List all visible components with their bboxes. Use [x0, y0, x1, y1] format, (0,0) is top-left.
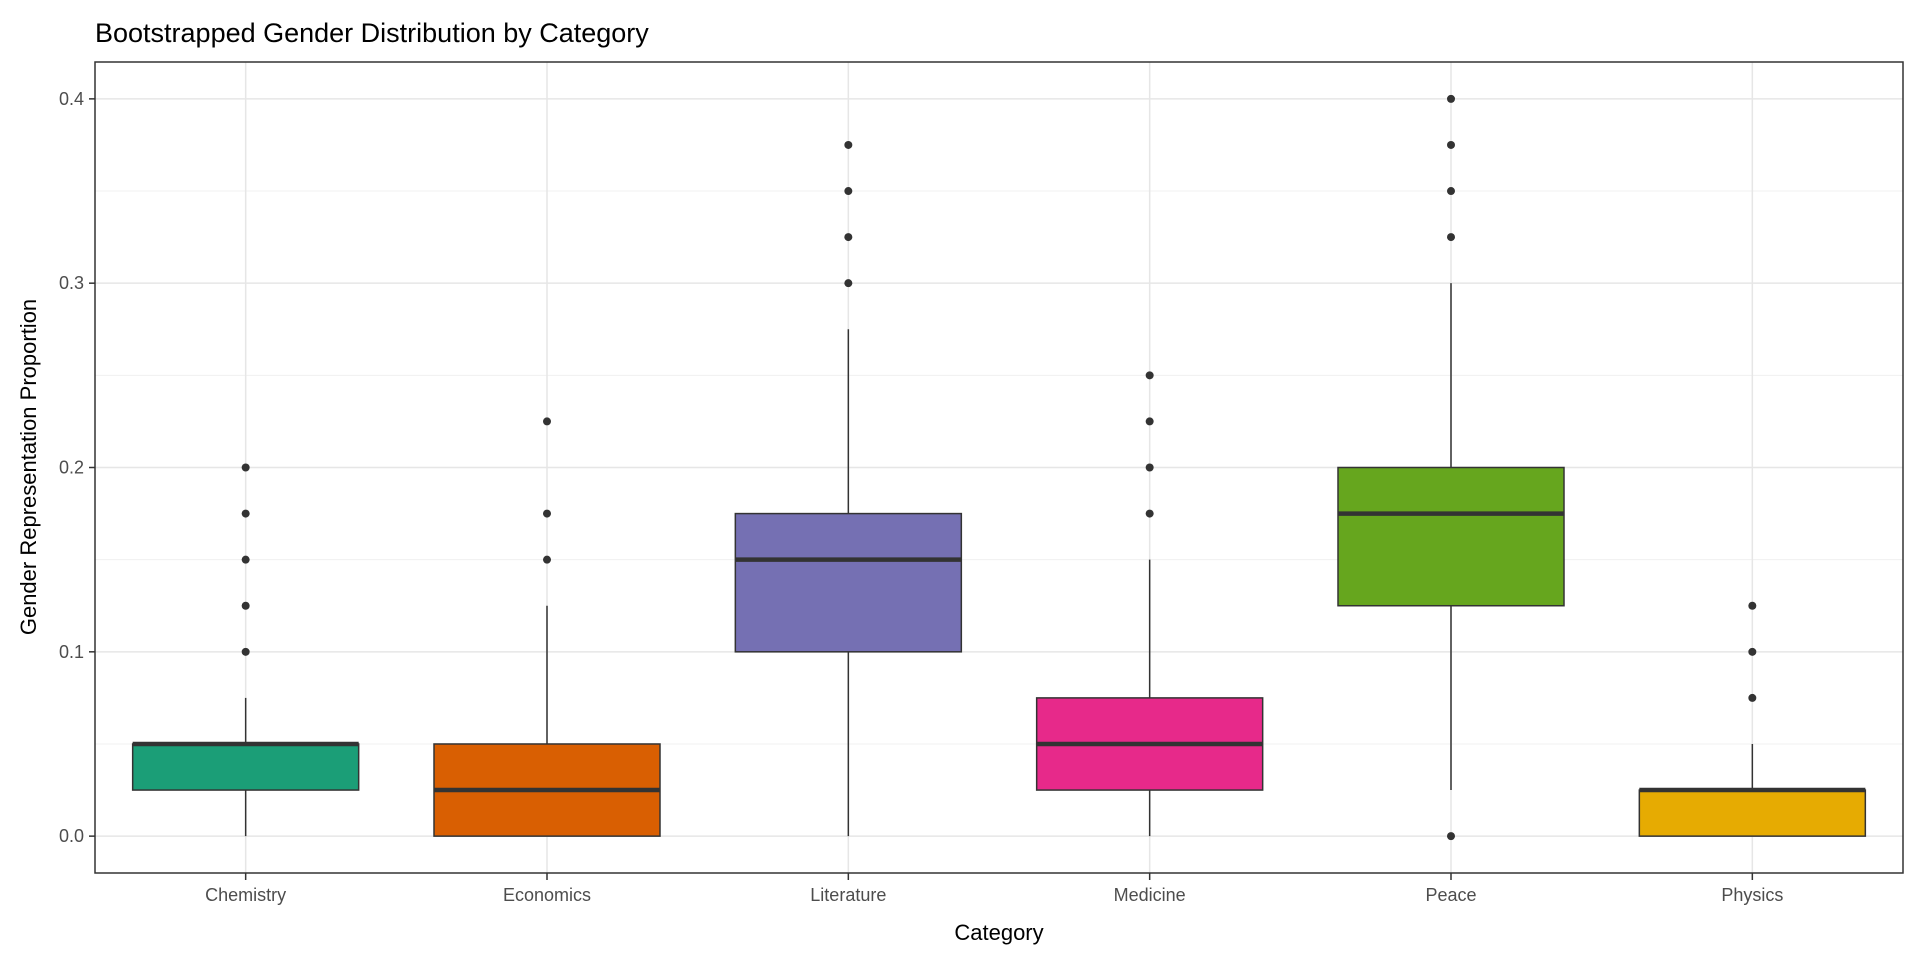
outlier-point: [543, 555, 551, 564]
outlier-point: [241, 463, 250, 472]
outlier-point: [1145, 371, 1154, 380]
outlier-point: [1748, 693, 1757, 702]
boxes: [131, 94, 1867, 841]
outlier-point: [241, 647, 250, 656]
y-axis: 0.0 0.1 0.2 0.3 0.4: [59, 89, 95, 846]
box-iqr: [734, 512, 963, 653]
outlier-point: [241, 601, 250, 610]
box-iqr: [131, 743, 360, 791]
box-peace: [1337, 94, 1565, 841]
outlier-point: [844, 233, 853, 242]
y-tick-label: 0.2: [59, 458, 84, 478]
outlier-point: [241, 509, 250, 518]
outlier-point: [1748, 647, 1757, 656]
outlier-point: [844, 140, 853, 149]
box-iqr: [1638, 789, 1867, 837]
outlier-point: [241, 555, 250, 564]
y-tick-label: 0.0: [59, 826, 84, 846]
box-chemistry: [131, 463, 360, 837]
x-tick-label: Chemistry: [205, 885, 286, 905]
x-tick-label: Peace: [1425, 885, 1476, 905]
x-axis: Chemistry Economics Literature Medicine Peac…: [205, 873, 1783, 905]
outlier-point: [844, 279, 853, 288]
box-literature: [734, 140, 963, 837]
outlier-point: [1447, 140, 1455, 149]
outlier-point: [543, 417, 551, 426]
x-tick-label: Literature: [810, 885, 886, 905]
outlier-point: [1145, 463, 1154, 472]
outlier-point: [844, 187, 853, 196]
x-axis-title: Category: [954, 920, 1043, 945]
x-tick-label: Medicine: [1114, 885, 1186, 905]
chart-title: Bootstrapped Gender Distribution by Cate…: [95, 18, 649, 48]
outlier-point: [1748, 601, 1757, 610]
x-tick-label: Economics: [503, 885, 591, 905]
outlier-point: [543, 509, 551, 518]
outlier-point: [1447, 94, 1455, 103]
x-tick-label: Physics: [1721, 885, 1783, 905]
box-economics: [433, 417, 661, 837]
y-axis-title: Gender Representation Proportion: [16, 299, 41, 635]
outlier-point: [1447, 832, 1455, 841]
box-physics: [1638, 601, 1867, 837]
box-medicine: [1035, 371, 1264, 837]
outlier-point: [1447, 187, 1455, 196]
box-iqr: [1337, 466, 1565, 607]
outlier-point: [1145, 509, 1154, 518]
outlier-point: [1447, 233, 1455, 242]
y-tick-label: 0.4: [59, 89, 84, 109]
y-tick-label: 0.3: [59, 273, 84, 293]
y-tick-label: 0.1: [59, 642, 84, 662]
outlier-point: [1145, 417, 1154, 426]
